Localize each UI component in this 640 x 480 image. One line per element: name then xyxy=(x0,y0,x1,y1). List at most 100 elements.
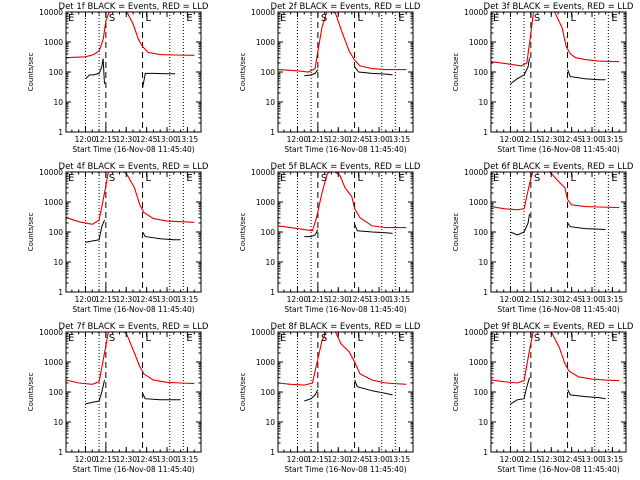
y-tick-label: 10000 xyxy=(464,8,488,17)
x-tick-label: 12:00 xyxy=(75,455,97,464)
x-tick-label: 12:15 xyxy=(520,455,542,464)
panel-title: Det 7f BLACK = Events, RED = LLD xyxy=(59,322,209,332)
panel-det-8: Det 8f BLACK = Events, RED = LLD Counts/s… xyxy=(239,322,421,474)
segment-marker-label: S xyxy=(534,333,540,344)
y-tick-label: 1000 xyxy=(256,198,275,207)
x-tick-label: 13:00 xyxy=(368,295,390,304)
segment-marker-label: E xyxy=(280,333,286,344)
y-tick-label: 10000 xyxy=(251,328,275,337)
x-tick-label: 12:30 xyxy=(327,295,349,304)
events-series-line xyxy=(354,379,393,396)
x-tick-label: 12:00 xyxy=(287,135,309,144)
x-axis-label: Start Time (16-Nov-08 11:45:40) xyxy=(284,305,406,314)
y-tick-label: 10000 xyxy=(39,8,63,17)
segment-marker-label: E xyxy=(68,173,74,184)
x-tick-label: 12:00 xyxy=(75,135,97,144)
y-tick-label: 100 xyxy=(474,388,489,397)
segment-marker-label: E xyxy=(398,173,404,184)
panel-title: Det 6f BLACK = Events, RED = LLD xyxy=(484,162,634,172)
segment-marker-label: L xyxy=(146,333,152,344)
y-tick-label: 1000 xyxy=(44,198,63,207)
y-tick-label: 100 xyxy=(261,68,276,77)
y-tick-label: 10 xyxy=(53,418,63,427)
x-axis-label: Start Time (16-Nov-08 11:45:40) xyxy=(72,145,194,154)
plot-frame xyxy=(490,11,627,133)
y-tick-label: 1000 xyxy=(469,358,488,367)
segment-marker-label: L xyxy=(146,173,152,184)
panel-det-1: Det 1f BLACK = Events, RED = LLD Counts/s… xyxy=(27,2,209,154)
panel-title: Det 3f BLACK = Events, RED = LLD xyxy=(484,2,634,12)
segment-marker-label: L xyxy=(571,333,577,344)
segment-marker-label: E xyxy=(186,333,192,344)
x-tick-label: 12:15 xyxy=(307,295,329,304)
x-tick-label: 12:30 xyxy=(115,295,137,304)
x-tick-label: 12:15 xyxy=(520,135,542,144)
x-tick-label: 12:45 xyxy=(136,295,158,304)
x-tick-label: 12:45 xyxy=(348,135,370,144)
events-series-line xyxy=(510,57,530,85)
panel-title: Det 2f BLACK = Events, RED = LLD xyxy=(271,2,421,12)
y-tick-label: 10 xyxy=(265,98,275,107)
x-tick-label: 12:45 xyxy=(348,295,370,304)
x-axis-label: Start Time (16-Nov-08 11:45:40) xyxy=(497,305,619,314)
y-tick-label: 100 xyxy=(474,68,489,77)
y-tick-label: 1 xyxy=(483,448,488,457)
segment-marker-label: E xyxy=(68,13,74,24)
segment-marker-label: L xyxy=(146,13,152,24)
panel-det-7: Det 7f BLACK = Events, RED = LLD Counts/s… xyxy=(27,322,209,474)
lld-series-line xyxy=(491,12,620,67)
series-group xyxy=(491,332,620,405)
x-tick-label: 12:00 xyxy=(287,455,309,464)
panel-det-3: Det 3f BLACK = Events, RED = LLD Counts/s… xyxy=(452,2,634,154)
y-axis-label: Counts/sec xyxy=(452,53,460,92)
y-tick-label: 1000 xyxy=(256,358,275,367)
x-tick-label: 12:45 xyxy=(561,295,583,304)
lld-series-line xyxy=(278,12,407,73)
segment-marker-label: E xyxy=(493,333,499,344)
x-tick-label: 12:30 xyxy=(540,455,562,464)
segment-marker-label: E xyxy=(611,333,617,344)
events-series-line xyxy=(567,389,606,400)
y-tick-label: 1 xyxy=(270,288,275,297)
segment-marker-label: E xyxy=(186,173,192,184)
y-axis-label: Counts/sec xyxy=(27,213,35,252)
events-series-line xyxy=(85,219,105,243)
x-tick-label: 12:15 xyxy=(520,295,542,304)
segment-marker-label: L xyxy=(358,333,364,344)
y-tick-label: 100 xyxy=(49,228,64,237)
y-tick-label: 1000 xyxy=(469,198,488,207)
x-tick-label: 13:00 xyxy=(581,295,603,304)
x-tick-label: 12:45 xyxy=(136,455,158,464)
segment-marker-label: E xyxy=(611,13,617,24)
y-axis-label: Counts/sec xyxy=(239,213,247,252)
y-tick-label: 1000 xyxy=(44,38,63,47)
plot-frame xyxy=(490,331,627,453)
panel-title: Det 9f BLACK = Events, RED = LLD xyxy=(484,322,634,332)
x-tick-label: 12:45 xyxy=(348,455,370,464)
segment-marker-label: S xyxy=(109,13,115,24)
x-axis-label: Start Time (16-Nov-08 11:45:40) xyxy=(72,465,194,474)
segment-marker-label: L xyxy=(571,173,577,184)
y-tick-label: 100 xyxy=(49,388,64,397)
y-tick-label: 10000 xyxy=(251,8,275,17)
y-tick-label: 1000 xyxy=(469,38,488,47)
y-tick-label: 1 xyxy=(270,448,275,457)
lld-series-line xyxy=(66,12,195,59)
y-tick-label: 1 xyxy=(58,288,63,297)
plot-frame xyxy=(277,11,414,133)
y-tick-label: 10000 xyxy=(39,328,63,337)
y-tick-label: 10 xyxy=(265,418,275,427)
events-series-line xyxy=(567,222,606,231)
events-series-line xyxy=(354,224,393,234)
x-tick-label: 13:00 xyxy=(581,135,603,144)
y-tick-label: 1 xyxy=(58,128,63,137)
y-tick-label: 100 xyxy=(261,388,276,397)
x-tick-label: 12:15 xyxy=(95,135,117,144)
y-axis-label: Counts/sec xyxy=(239,53,247,92)
y-tick-label: 10000 xyxy=(39,168,63,177)
panel-det-4: Det 4f BLACK = Events, RED = LLD Counts/s… xyxy=(27,162,209,314)
x-tick-label: 12:45 xyxy=(136,135,158,144)
y-tick-label: 10 xyxy=(478,418,488,427)
x-tick-label: 13:00 xyxy=(368,455,390,464)
